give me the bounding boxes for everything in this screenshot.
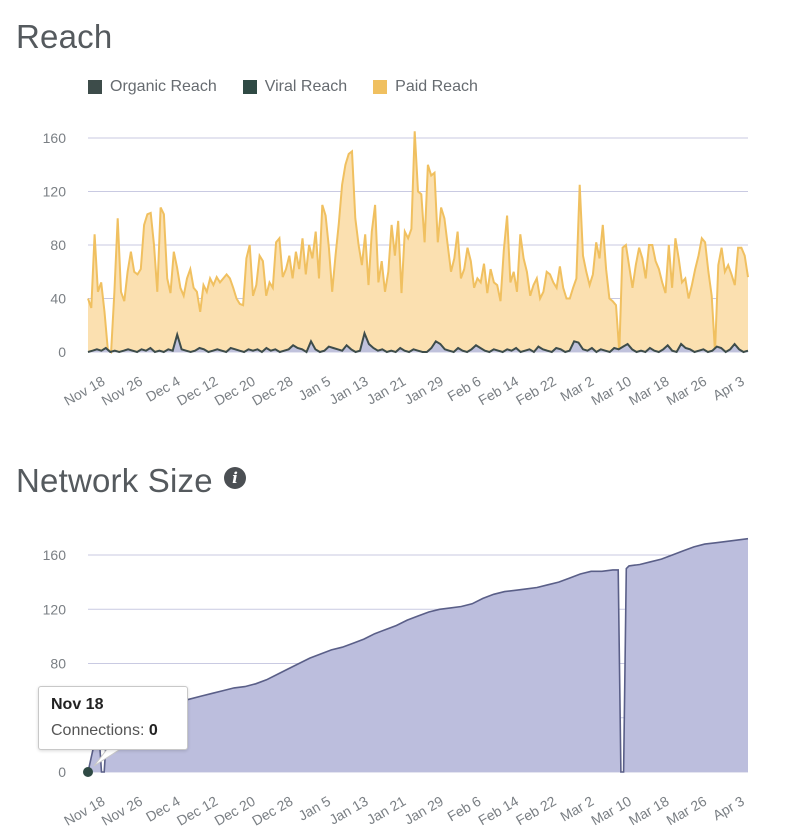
x-tick-label: Jan 5 [295,793,333,824]
x-tick-label: Dec 28 [249,793,296,827]
x-tick-label: Dec 12 [174,793,221,827]
x-tick-label: Nov 18 [61,793,108,827]
y-tick-label: 160 [43,547,67,563]
tooltip-row: Connections: 0 [51,722,158,740]
y-tick-label: 120 [43,601,67,617]
x-tick-label: Dec 20 [212,793,259,827]
tooltip-date: Nov 18 [51,696,103,714]
tooltip-value: 0 [149,722,158,739]
x-tick-label: Nov 26 [99,793,146,827]
x-tick-label: Jan 29 [402,793,447,827]
hover-point [83,767,93,777]
x-tick-label: Feb 22 [513,793,559,827]
x-tick-label: Mar 10 [588,793,634,827]
x-tick-label: Jan 21 [364,793,409,827]
x-tick-label: Jan 13 [326,793,371,827]
x-tick-label: Apr 3 [710,793,747,824]
x-tick-label: Mar 26 [663,793,709,827]
chart-tooltip: Nov 18 Connections: 0 [38,686,188,750]
y-tick-label: 0 [58,764,66,780]
y-tick-label: 80 [50,656,66,672]
tooltip-label: Connections: [51,722,144,739]
x-tick-label: Mar 18 [626,793,672,827]
x-tick-label: Feb 14 [475,793,521,827]
